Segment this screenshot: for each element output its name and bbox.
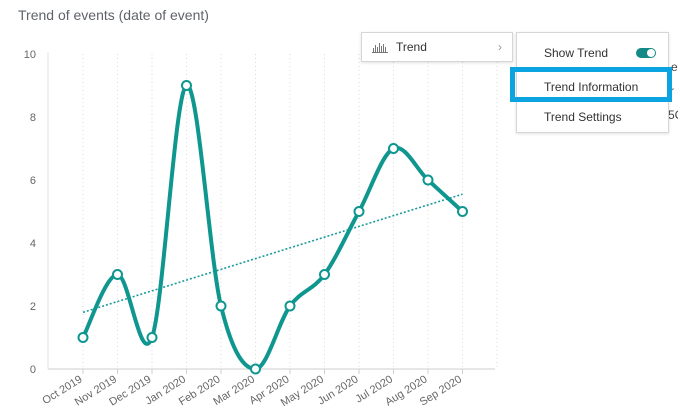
y-axis: 0 2 4 6 8 10 <box>24 49 36 376</box>
obscured-text-1: e <box>671 60 678 74</box>
y-tick-label: 8 <box>30 112 36 124</box>
trend-information-label: Trend Information <box>544 80 639 94</box>
data-point[interactable] <box>353 206 365 217</box>
highlight-box <box>510 67 672 102</box>
trend-chart-icon <box>372 41 388 53</box>
data-point[interactable] <box>319 269 330 280</box>
trend-information-item[interactable]: Trend Information <box>517 72 668 102</box>
data-point[interactable] <box>250 363 261 375</box>
data-point[interactable] <box>146 332 158 343</box>
data-point[interactable] <box>215 300 227 312</box>
toggle-knob <box>647 49 655 57</box>
trendline <box>82 193 463 314</box>
data-point[interactable] <box>388 143 399 154</box>
trend-menu-label: Trend <box>396 40 427 54</box>
y-tick-label: 6 <box>30 175 36 187</box>
trend-settings-item[interactable]: Trend Settings <box>517 102 668 132</box>
show-trend-toggle[interactable] <box>636 48 656 58</box>
data-point[interactable] <box>422 174 434 186</box>
data-point[interactable] <box>77 332 89 343</box>
chevron-right-icon: › <box>498 40 502 54</box>
trend-settings-label: Trend Settings <box>544 110 622 124</box>
data-point[interactable] <box>284 300 296 312</box>
data-point[interactable] <box>457 206 468 217</box>
context-menu-trend[interactable]: Trend › <box>361 32 513 62</box>
y-tick-label: 2 <box>30 301 36 313</box>
chart-grid <box>47 52 498 370</box>
data-point[interactable] <box>112 269 123 280</box>
obscured-text-2: r <box>670 84 674 98</box>
trend-submenu: Show Trend Trend Information Trend Setti… <box>516 32 669 133</box>
series-line <box>81 83 464 371</box>
chart-title: Trend of events (date of event) <box>18 7 209 23</box>
points-layer <box>77 80 468 375</box>
obscured-text-3: 5C <box>668 108 678 122</box>
y-tick-label: 4 <box>30 238 36 250</box>
show-trend-label: Show Trend <box>544 46 609 60</box>
y-tick-label: 0 <box>30 364 36 376</box>
show-trend-item[interactable]: Show Trend <box>517 38 668 68</box>
data-point[interactable] <box>181 80 192 91</box>
series-layer <box>81 83 464 371</box>
y-tick-label: 10 <box>24 49 36 61</box>
trendline-layer <box>82 193 463 314</box>
